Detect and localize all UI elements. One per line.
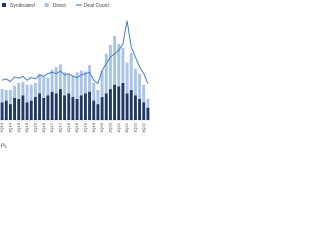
bar [46,77,50,96]
bar [42,97,46,120]
x-tick-label: 1Q17 [49,122,54,133]
bar [100,70,104,98]
legend-swatch [2,3,6,7]
x-tick-label: 3Q18 [74,122,79,133]
bar [146,98,150,108]
bar [25,102,29,120]
bar [21,95,25,120]
bar [50,91,54,120]
bar [83,71,87,94]
bar [129,52,133,90]
bar [142,102,146,120]
bar [63,72,67,96]
bar [0,102,4,120]
bar [96,89,100,105]
bar [113,36,117,85]
x-tick-label: 1Q14 [0,122,4,133]
bar [46,95,50,120]
bar [121,82,125,120]
bar [129,89,133,120]
bar [8,89,12,105]
legend-label: Deal Count [84,3,110,9]
bar [75,98,79,120]
legend-label: Syndicated [10,3,35,9]
x-tick-label: 3Q21 [124,122,129,133]
legend-swatch [44,3,49,7]
bar [75,72,79,99]
bar [63,95,67,120]
bar [138,74,142,99]
bar [125,62,129,94]
legend-label: Direct [53,3,67,9]
bar [33,97,37,120]
bar [67,93,71,120]
bar [138,98,142,120]
bar [50,69,54,92]
bar [133,95,137,120]
bar [54,93,58,120]
page: {"chart_data": {"type": "bar", "stacked"… [0,0,150,150]
bar [33,82,37,98]
bar [29,100,33,120]
bar [71,97,75,120]
x-tick-label: 3Q14 [7,122,12,133]
x-tick-label: 1Q16 [32,122,37,133]
bar [100,97,104,120]
bar [58,89,62,120]
bar [42,76,46,98]
x-tick-label: 1Q18 [66,122,71,133]
x-tick-label: 3Q16 [41,122,46,133]
bar [54,67,58,94]
bar [58,64,62,90]
line-series [1,20,149,85]
bar [17,82,21,99]
bar [117,86,121,120]
x-tick-label: 1Q19 [82,122,87,133]
bar [21,82,25,96]
x-tick-label: 1Q20 [99,122,104,133]
bar [13,85,17,98]
x-tick-label: 3Q20 [107,122,112,133]
x-tick-label: 1Q21 [116,122,121,133]
x-tick-label: 3Q15 [24,122,29,133]
bar [4,100,8,120]
bar [17,98,21,120]
bar [13,97,17,120]
bar [83,93,87,120]
bar [38,93,42,120]
bar [38,74,42,94]
bar [104,53,108,94]
x-tick-label: 3Q22 [141,122,146,133]
bar [0,89,4,103]
bar [142,84,146,103]
bar [25,84,29,103]
bar [4,89,8,101]
bar [146,107,150,120]
bar [67,74,71,94]
bar [88,65,92,92]
bar [108,44,112,90]
bar [88,91,92,120]
bar [121,47,125,83]
bar [108,89,112,120]
x-tick-label: 3Q19 [91,122,96,133]
bar [79,95,83,120]
bar [92,100,96,120]
bar [133,68,137,96]
x-tick-label: 3Q17 [57,122,62,133]
x-tick-label: 1Q15 [16,122,21,133]
bar [125,93,129,120]
bar [29,84,33,101]
bar [113,84,117,120]
x-tick-label: 1Q22 [132,122,137,133]
bar [71,75,75,98]
bar [92,82,96,101]
bar [8,104,12,120]
source: PL [1,143,7,149]
bar [79,70,83,96]
chart: PL Syndicated Direct Deal Count 1Q14 3Q14 1Q1… [0,3,150,149]
bar [104,93,108,120]
bar [96,104,100,120]
bar [117,44,121,87]
